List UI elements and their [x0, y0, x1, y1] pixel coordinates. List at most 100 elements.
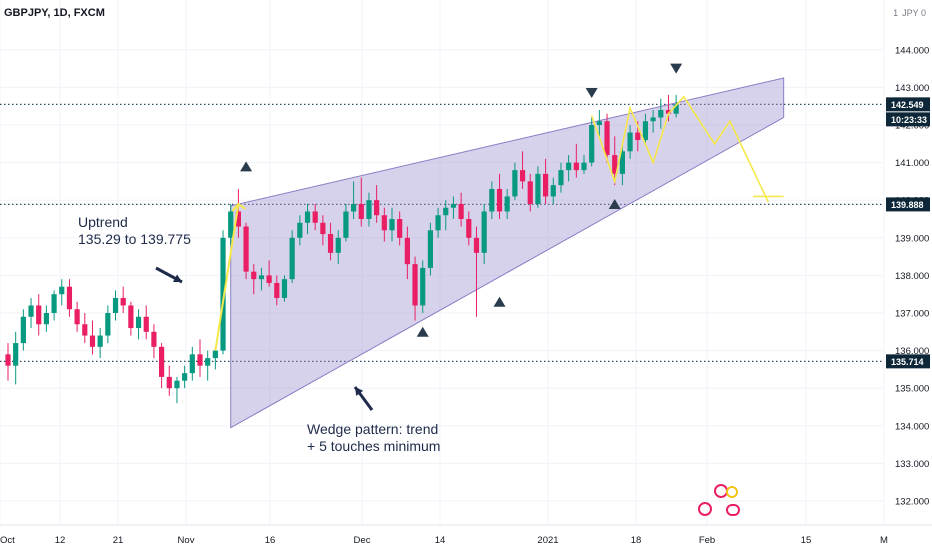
y-tick-label: 132.000 [895, 497, 929, 508]
candle [51, 290, 57, 321]
candle-body [274, 282, 280, 298]
uptrend-title: Uptrend [78, 214, 128, 230]
candle-body [312, 211, 318, 223]
x-tick-label: Feb [699, 535, 715, 546]
candle [82, 313, 88, 344]
candle-body [366, 200, 372, 219]
candle [450, 196, 457, 219]
candle-body [612, 155, 618, 174]
candle [535, 166, 541, 208]
candle-body [527, 181, 533, 204]
x-tick-label: 21 [113, 535, 124, 546]
candle-body [289, 237, 295, 280]
symbol-label[interactable]: GBPJPY, 1D, FXCM [4, 7, 105, 19]
candle-body [351, 203, 357, 212]
candle-body [596, 121, 602, 125]
candle [5, 343, 11, 381]
axis-currency: JPY [902, 8, 919, 18]
pivot-high-marker [585, 88, 598, 99]
price-tag-label-bg [886, 97, 930, 112]
candle [205, 350, 211, 381]
candle [596, 109, 602, 137]
pivot-high-marker [670, 63, 683, 74]
y-tick-label: 139.000 [895, 233, 929, 244]
candle-body [335, 237, 341, 253]
candle [366, 192, 372, 227]
candle [335, 230, 341, 265]
candle [13, 331, 19, 385]
candle-body [82, 324, 88, 336]
x-tick-label: 18 [631, 535, 642, 546]
candle-body [97, 335, 103, 347]
candle-body [174, 380, 180, 389]
candle [43, 305, 49, 332]
countdown-label: 10:23:33 [891, 115, 927, 125]
candle [612, 136, 618, 186]
candle-body [105, 313, 111, 336]
candle-body [466, 219, 472, 238]
candle [28, 297, 34, 329]
candle [289, 230, 295, 283]
candle [197, 339, 203, 377]
candle [543, 158, 549, 204]
x-tick-label: 12 [55, 535, 66, 546]
candle [566, 155, 572, 182]
candle [519, 151, 526, 189]
candle-body [604, 121, 610, 156]
candle [489, 181, 495, 219]
candle [297, 215, 303, 246]
candle-body [435, 215, 441, 231]
candle [573, 143, 579, 178]
candle [274, 275, 280, 306]
candle [243, 222, 249, 280]
uptrend-arrow-head [231, 202, 246, 212]
candle-body [51, 294, 57, 313]
pivot-markers [240, 63, 683, 337]
candle-body [519, 170, 526, 182]
price-tag-label: 139.888 [891, 200, 924, 210]
tradingview-badge-icon[interactable] [696, 484, 748, 524]
wedge-line2: + 5 touches minimum [307, 438, 441, 454]
x-tick-label: Dec [354, 535, 371, 546]
price-tag-label: 135.714 [891, 357, 924, 367]
candle-body [235, 211, 241, 227]
candle-body [205, 358, 211, 366]
candle-body [281, 279, 288, 298]
candle [143, 305, 149, 340]
candle [458, 192, 464, 227]
uptrend-arrow-line [214, 203, 240, 351]
y-tick-label: 133.000 [895, 459, 929, 470]
wedge-line1: Wedge pattern: trend [307, 421, 439, 437]
price-tag-label-bg [886, 354, 930, 369]
price-axis[interactable]: 132.000 133.000 134.000 135.000 136.000 137.0… [886, 45, 930, 508]
candle [435, 207, 441, 238]
drawing-overlays[interactable] [155, 95, 784, 411]
time-axis[interactable]: Oct 12 21 Nov 16 Dec 14 2021 18 Feb 15 M [0, 524, 932, 546]
candle [619, 143, 625, 186]
candle-body [20, 316, 26, 344]
gridlines [0, 0, 885, 525]
candle-body [673, 104, 679, 114]
wedge-pattern[interactable] [230, 77, 785, 429]
y-tick-label: 134.000 [895, 421, 929, 432]
candle [627, 125, 633, 159]
candle-body [558, 170, 564, 186]
candle [235, 188, 241, 238]
candle-body [74, 309, 80, 325]
candle [266, 260, 272, 287]
candle-body [412, 264, 418, 306]
candle-body [151, 331, 157, 347]
candle [604, 113, 610, 163]
candle-body [66, 286, 73, 310]
candle [74, 301, 80, 332]
axis-currency-label[interactable]: 1 JPY 0 [893, 8, 926, 18]
candle-body [243, 226, 249, 272]
candle [412, 256, 418, 321]
candle [665, 94, 672, 122]
y-tick-label: 144.000 [895, 45, 929, 56]
candle-body [504, 196, 510, 212]
candle-body [220, 237, 226, 351]
candle [527, 173, 533, 212]
